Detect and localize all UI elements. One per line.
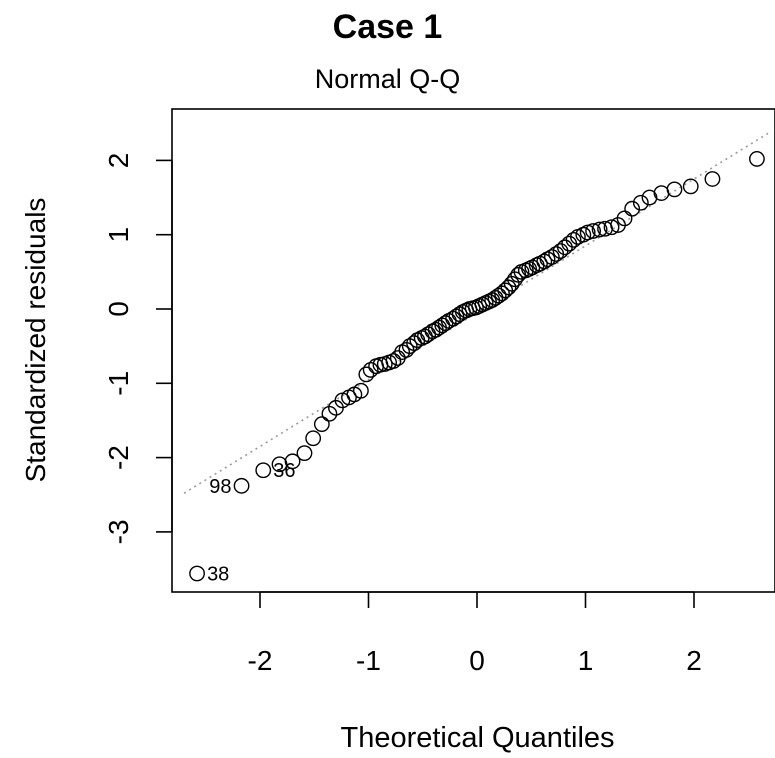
data-point: [233, 477, 250, 494]
data-point: [255, 462, 272, 479]
data-point: [296, 445, 313, 462]
y-tick-label: -3: [103, 519, 134, 544]
data-point: [189, 565, 205, 582]
chart-title: Case 1: [332, 8, 443, 46]
qq-reference-line: [183, 131, 771, 494]
data-point: [666, 181, 683, 198]
data-point: [536, 253, 553, 270]
data-point: [603, 219, 620, 236]
data-point: [284, 453, 301, 470]
y-tick-label: 2: [103, 153, 134, 169]
chart-subtitle: Normal Q-Q: [314, 64, 461, 94]
y-tick-label: -2: [103, 445, 134, 470]
data-point: [543, 249, 560, 265]
y-axis-label: Standardized residuals: [20, 198, 51, 483]
data-point: [616, 210, 633, 227]
data-point: [749, 151, 765, 167]
x-tick-label: 2: [686, 645, 702, 676]
data-point: [305, 430, 322, 447]
data-point: [353, 382, 369, 399]
point-label: 98: [209, 476, 231, 498]
data-point: [682, 178, 699, 195]
data-point: [704, 171, 721, 187]
point-label: 36: [273, 460, 295, 482]
y-tick-label: 0: [103, 301, 134, 317]
y-tick-label: 1: [103, 227, 134, 243]
data-point: [585, 223, 601, 239]
data-point: [358, 366, 375, 383]
data-point: [653, 185, 670, 201]
x-tick-label: 0: [469, 645, 485, 676]
data-point: [362, 362, 379, 378]
x-tick-label: -1: [356, 645, 381, 676]
y-axis-label-container: Standardized residuals: [20, 198, 51, 483]
data-point: [385, 353, 402, 369]
y-tick-label: -1: [103, 371, 134, 396]
x-tick-label: -2: [248, 645, 273, 676]
data-point: [565, 232, 582, 248]
data-point: [313, 416, 330, 433]
data-point: [624, 200, 641, 217]
x-axis-label: Theoretical Quantiles: [340, 722, 615, 754]
plot-frame: [171, 108, 775, 593]
x-tick-label: 1: [578, 645, 594, 676]
data-point: [632, 194, 649, 211]
data-point: [591, 221, 608, 238]
point-label: 38: [207, 564, 229, 586]
